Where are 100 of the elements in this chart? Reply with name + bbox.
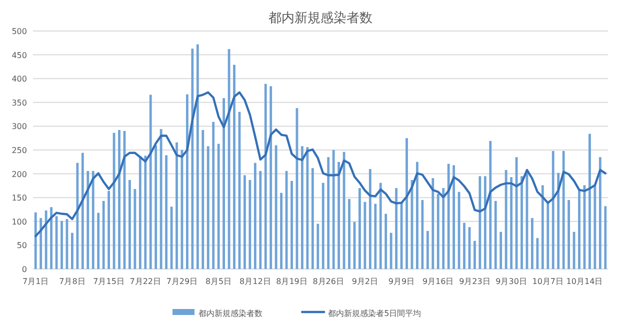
bar — [322, 182, 324, 269]
bar — [358, 188, 361, 269]
x-tick-label: 9月30日 — [496, 277, 527, 286]
x-tick-label: 9月9日 — [388, 277, 415, 286]
bar — [233, 64, 236, 269]
bar — [311, 168, 314, 269]
bar — [34, 212, 37, 269]
bar — [489, 140, 492, 269]
x-tick-label: 9月2日 — [352, 277, 378, 286]
bar — [149, 94, 152, 269]
y-tick-label: 400 — [12, 74, 27, 84]
bar — [416, 162, 418, 269]
bar — [50, 207, 52, 269]
bar — [290, 180, 293, 269]
bar — [118, 130, 120, 269]
y-tick-label: 200 — [12, 170, 27, 179]
x-tick-label: 8月12日 — [240, 277, 271, 286]
bar — [316, 224, 320, 269]
bar — [578, 189, 580, 269]
bar — [536, 238, 539, 269]
bar — [134, 189, 136, 269]
bar — [206, 146, 210, 269]
x-tick-label: 10月14日 — [566, 277, 603, 286]
bar — [222, 98, 225, 269]
x-tick-label: 9月16日 — [422, 277, 454, 286]
bar — [510, 177, 512, 269]
bar — [364, 202, 366, 269]
bar — [264, 84, 267, 269]
bar — [379, 182, 382, 269]
bar — [531, 218, 534, 269]
bar — [500, 232, 502, 269]
x-tick-label: 8月5日 — [205, 277, 232, 286]
bar — [374, 204, 377, 269]
bar — [196, 44, 199, 269]
bar — [301, 146, 304, 269]
bar — [588, 134, 591, 269]
bar — [562, 150, 565, 269]
bar — [546, 202, 550, 269]
bar — [395, 188, 398, 269]
y-tick-label: 50 — [16, 241, 27, 250]
bar — [504, 170, 508, 269]
bar — [390, 232, 392, 269]
x-tick-label: 7月15日 — [93, 277, 124, 286]
bar — [128, 180, 131, 269]
bar — [202, 130, 204, 269]
bar — [248, 180, 252, 269]
x-tick-label: 7月22日 — [130, 277, 162, 286]
bar — [254, 162, 256, 269]
bar — [406, 138, 408, 269]
bar — [436, 194, 440, 269]
bar — [60, 220, 63, 269]
y-tick-label: 300 — [12, 122, 27, 132]
bar — [432, 178, 434, 269]
bar — [191, 48, 194, 269]
bar — [338, 162, 340, 269]
y-tick-label: 0 — [22, 265, 27, 274]
y-tick-label: 100 — [12, 217, 27, 226]
bar — [484, 176, 486, 269]
bar — [520, 176, 523, 269]
bar — [463, 222, 466, 269]
y-tick-label: 500 — [12, 27, 27, 36]
bar — [86, 170, 90, 269]
y-tick-label: 350 — [12, 98, 27, 108]
bar — [71, 232, 74, 269]
bar — [40, 218, 42, 269]
bar — [138, 156, 142, 269]
bar — [447, 164, 450, 269]
x-tick-label: 10月7日 — [532, 277, 564, 286]
bar — [478, 176, 482, 269]
bar — [92, 170, 94, 269]
bar — [144, 156, 147, 269]
x-tick-label: 9月23日 — [459, 277, 490, 286]
legend-label: 都内新規感染者5日間平均 — [328, 309, 422, 318]
bar — [160, 129, 162, 269]
bar — [426, 230, 429, 269]
x-tick-label: 8月19日 — [276, 277, 308, 286]
bar — [102, 200, 105, 269]
bar — [108, 190, 110, 269]
bar — [384, 214, 388, 269]
bar — [327, 157, 330, 269]
y-tick-label: 150 — [12, 194, 27, 203]
x-tick-label: 7月29日 — [166, 277, 198, 286]
bar — [552, 150, 554, 269]
bar — [217, 144, 220, 269]
y-tick-label: 450 — [12, 50, 27, 60]
bar — [270, 86, 272, 269]
x-tick-label: 7月8日 — [59, 277, 86, 286]
bar — [494, 200, 497, 269]
bar — [97, 212, 100, 269]
bar — [474, 240, 476, 269]
bar — [154, 145, 158, 269]
bar — [212, 122, 215, 269]
bar — [280, 192, 282, 269]
bar — [186, 94, 188, 269]
bar — [332, 150, 335, 269]
bar — [76, 162, 79, 269]
x-tick-label: 7月1日 — [22, 277, 49, 286]
bar — [44, 210, 48, 269]
bar — [244, 175, 246, 269]
bar — [568, 200, 570, 269]
